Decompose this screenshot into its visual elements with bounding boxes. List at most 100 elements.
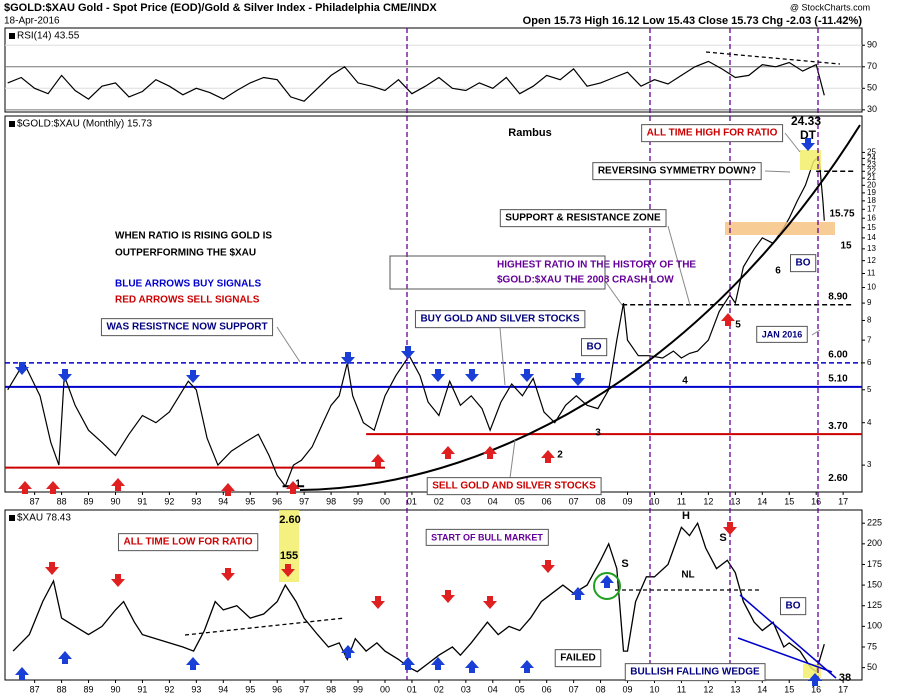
- x-tick-label: 98: [326, 496, 336, 506]
- x-tick-label: 15: [784, 496, 794, 506]
- y-tick-label: 175: [867, 559, 882, 569]
- annotation-box: [100, 318, 274, 337]
- xau-trendline: [184, 617, 346, 636]
- wedge-line: [739, 594, 837, 679]
- x-tick-label: 97: [299, 684, 309, 694]
- x-tick-label: 96: [272, 684, 282, 694]
- x-tick-label: 06: [542, 496, 552, 506]
- x-tick-label: 02: [434, 496, 444, 506]
- callout: [499, 327, 506, 386]
- callout: [509, 439, 516, 479]
- down-arrow: [401, 346, 415, 359]
- low-highlight: [279, 510, 299, 582]
- x-tick-label: 95: [245, 496, 255, 506]
- annotation-box: [499, 209, 667, 228]
- y-tick-label: 25: [867, 148, 876, 157]
- level-label: 5.10: [828, 373, 848, 384]
- down-arrow: [45, 562, 59, 575]
- y-tick-label: 5: [867, 385, 872, 394]
- down-arrow: [111, 574, 125, 587]
- annotation-box: [641, 124, 784, 143]
- x-tick-label: 09: [623, 496, 633, 506]
- y-tick-label: 9: [867, 298, 872, 307]
- down-arrow: [801, 138, 815, 151]
- x-tick-label: 04: [488, 684, 498, 694]
- y-tick-label: 125: [867, 600, 882, 610]
- up-arrow: [571, 587, 585, 600]
- x-tick-label: 16: [811, 496, 821, 506]
- y-tick-label: 100: [867, 621, 882, 631]
- y-tick-label: 10: [867, 283, 876, 292]
- down-arrow: [221, 568, 235, 581]
- down-arrow: [58, 369, 72, 382]
- x-tick-label: 04: [488, 496, 498, 506]
- y-tick-label: 150: [867, 579, 882, 589]
- x-tick-label: 03: [461, 496, 471, 506]
- legend-swatch: [9, 121, 15, 127]
- annotation-box: [389, 255, 606, 290]
- x-tick-label: 93: [191, 684, 201, 694]
- down-arrow: [15, 362, 29, 375]
- annotation: 24.33: [791, 114, 821, 128]
- x-tick-label: 02: [434, 684, 444, 694]
- y-tick-label: 20: [867, 180, 876, 189]
- x-tick-label: 05: [515, 684, 525, 694]
- legend-swatch: [9, 33, 15, 39]
- annotation: Rambus: [508, 127, 551, 139]
- annotation: JAN 2016: [762, 329, 803, 339]
- callout: [667, 225, 691, 306]
- annotation: BLUE ARROWS BUY SIGNALS: [115, 279, 261, 290]
- annotation: HIGHEST RATIO IN THE HISTORY OF THE: [497, 260, 696, 271]
- y-tick-label: 75: [867, 641, 877, 651]
- y-tick-label: 19: [867, 188, 876, 197]
- annotation: 6: [775, 266, 781, 277]
- annotation: 5: [735, 320, 741, 331]
- down-arrow: [723, 522, 737, 535]
- up-arrow: [431, 657, 445, 670]
- up-arrow: [465, 660, 479, 673]
- annotation: 2: [557, 450, 563, 461]
- x-tick-label: 97: [299, 496, 309, 506]
- y-tick-label: 70: [867, 61, 877, 71]
- x-tick-label: 14: [757, 684, 767, 694]
- annotation-box: [624, 663, 766, 682]
- callout: [811, 329, 821, 336]
- annotation: NL: [681, 570, 694, 581]
- callouts: [276, 132, 821, 479]
- annotation: 15.75: [829, 209, 854, 220]
- down-arrow: [541, 560, 555, 573]
- y-tick-label: 8: [867, 316, 872, 325]
- annotation-box: [756, 325, 808, 343]
- x-tick-label: 99: [353, 684, 363, 694]
- x-tick-label: 99: [353, 496, 363, 506]
- x-tick-label: 98: [326, 684, 336, 694]
- annotation: SUPPORT & RESISTANCE ZONE: [505, 213, 661, 224]
- up-arrow: [401, 657, 415, 670]
- y-tick-label: 24: [867, 154, 876, 163]
- annotation: RED ARROWS SELL SIGNALS: [115, 295, 260, 306]
- y-tick-label: 30: [867, 104, 877, 114]
- up-arrow: [111, 478, 125, 491]
- up-arrow: [483, 446, 497, 459]
- series-line: [7, 155, 825, 488]
- level-label: 2.60: [828, 473, 848, 484]
- up-arrow: [721, 313, 735, 326]
- y-tick-label: 14: [867, 233, 876, 242]
- x-tick-label: 12: [703, 684, 713, 694]
- annotation-box: [554, 649, 602, 668]
- annotation: 2.60: [279, 514, 300, 526]
- up-arrow: [371, 454, 385, 467]
- series-line: [12, 521, 825, 673]
- x-tick-label: 17: [838, 496, 848, 506]
- chart-title: $GOLD:$XAU Gold - Spot Price (EOD)/Gold …: [4, 2, 437, 14]
- down-arrow: [371, 596, 385, 609]
- annotation-box: [780, 597, 807, 616]
- down-arrow: [341, 352, 355, 365]
- x-tick-label: 17: [838, 684, 848, 694]
- annotation-box: [414, 310, 586, 329]
- x-tick-label: 07: [569, 496, 579, 506]
- y-tick-label: 200: [867, 538, 882, 548]
- x-tick-label: 95: [245, 684, 255, 694]
- y-tick-label: 11: [867, 269, 876, 278]
